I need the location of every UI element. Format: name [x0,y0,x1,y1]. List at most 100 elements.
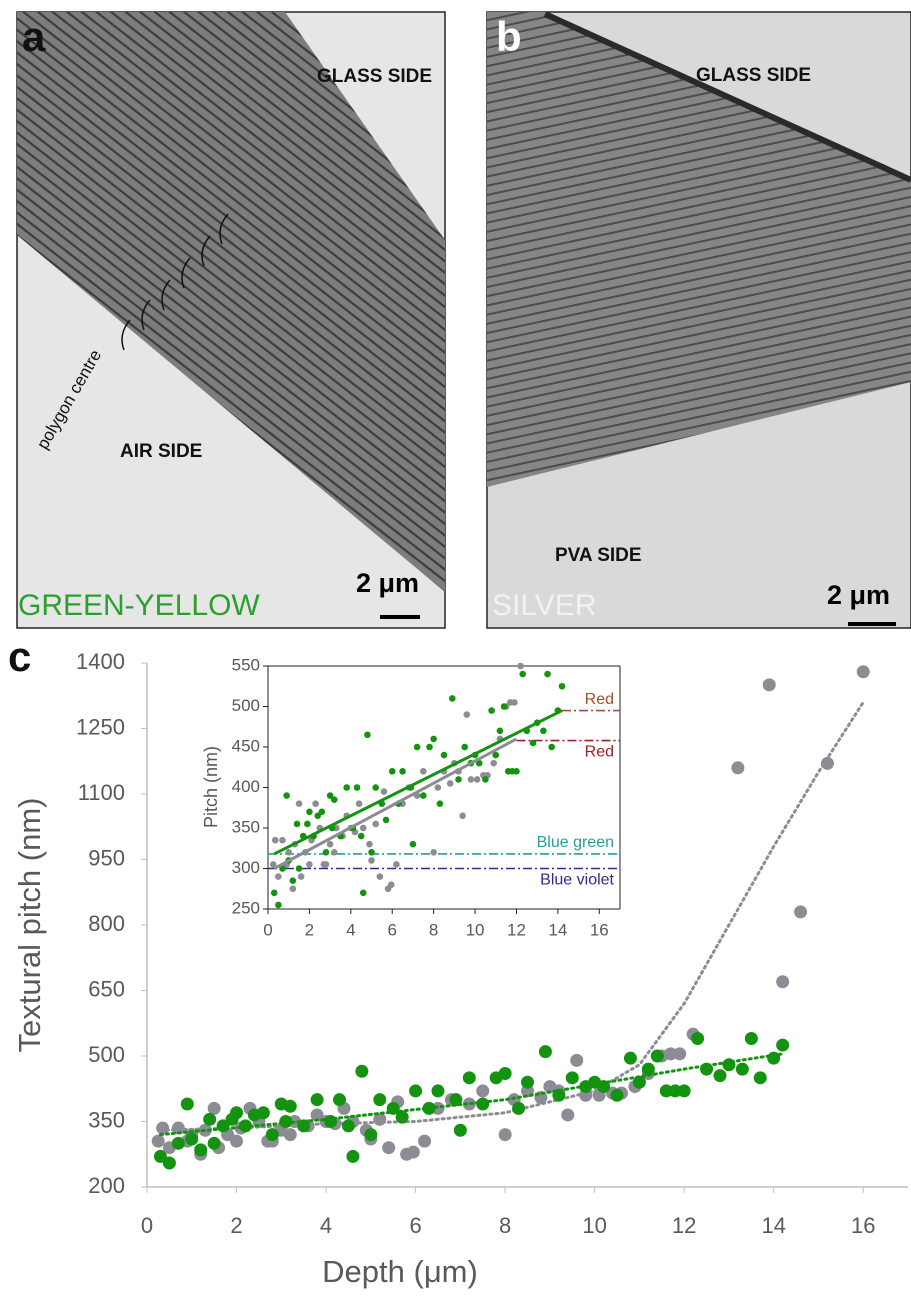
inset-point [326,840,334,848]
point [744,1032,758,1046]
inset-point [314,812,321,820]
y-axis-label: Textural pitch (nm) [12,798,47,1053]
point [332,1093,346,1107]
inset-point [461,743,469,751]
inset-x-tick-label: 14 [548,920,567,939]
point [431,1084,445,1098]
x-tick-label: 4 [320,1213,332,1238]
point [409,1084,423,1098]
point [418,1134,432,1148]
reference-label: Red [585,744,614,761]
inset-point [359,889,367,897]
point [449,1093,463,1107]
y-tick-label: 1400 [76,649,125,674]
inset-point [289,877,297,884]
micrograph-a: a GLASS SIDE AIR SIDE polygon centre 2 μ… [16,11,446,629]
inset-x-tick-label: 4 [346,920,355,939]
x-axis-label: Depth (μm) [322,1254,478,1289]
inset-point [353,784,361,791]
inset-x-tick-label: 12 [507,920,526,939]
point [153,1149,167,1163]
inset-point [419,768,427,775]
x-tick-label: 16 [851,1213,875,1238]
point [673,1047,687,1061]
y-tick-label: 650 [88,976,125,1001]
point [668,1084,682,1098]
x-tick-label: 12 [672,1213,696,1238]
inset-point [297,873,305,880]
point [346,1149,360,1163]
point [462,1071,476,1085]
inset-point [467,776,475,783]
inset-y-tick-label: 300 [232,858,260,877]
point [171,1136,185,1150]
point [279,1115,293,1128]
point [570,1053,584,1067]
inset-point [500,703,508,710]
inset-point [330,849,338,856]
inset-x-tick-label: 6 [388,920,397,939]
x-tick-label: 8 [499,1213,511,1238]
point [431,1101,445,1115]
inset-x-tick-label: 16 [590,920,609,939]
inset-point [376,873,384,880]
point [677,1084,691,1098]
x-tick-label: 0 [141,1213,153,1238]
y-tick-label: 1100 [78,780,125,805]
inset-point [430,735,437,743]
inset-point [558,682,566,690]
inset-point [399,768,406,775]
point [265,1128,279,1142]
point [650,1049,664,1063]
inset-point [482,776,489,783]
inset-point [271,836,279,844]
inset-point [295,865,303,872]
inset-y-tick-label: 250 [232,898,260,917]
inset-point [306,861,313,868]
inset-x-tick-label: 2 [305,920,314,939]
y-tick-label: 1250 [76,714,125,739]
inset-point [304,820,311,828]
inset-point [393,861,400,868]
sample-label: SILVER [492,589,597,622]
scale-label: 2 μm [356,568,419,598]
inset-point [430,849,437,856]
inset-fit-line [273,737,518,870]
point [762,678,776,692]
inset-point [455,776,462,783]
inset-point [434,784,442,791]
inset-y-tick-label: 450 [232,736,260,755]
reference-label: Blue green [537,834,614,851]
inset-point [368,857,375,864]
point [820,756,834,770]
inset-point [496,727,504,735]
inset-point [473,776,481,783]
region-label: GLASS SIDE [317,66,432,87]
inset-point [446,780,454,787]
inset-point [513,768,520,775]
inset-point [322,861,330,868]
point [794,905,808,919]
point [395,1110,409,1124]
inset-point [364,731,371,739]
inset-y-tick-label: 350 [232,817,260,836]
inset-point [322,849,330,856]
inset-point [440,751,448,759]
inset-point [519,670,526,678]
inset-point [387,881,395,888]
point [521,1075,534,1089]
point [180,1097,194,1111]
point [753,1071,767,1085]
region-label: GLASS SIDE [696,65,811,86]
x-tick-label: 6 [409,1213,421,1238]
point [373,1093,387,1107]
point [283,1128,297,1142]
point [476,1097,490,1111]
inset-point [448,695,456,702]
panel-letter: a [22,13,46,60]
y-tick-label: 200 [88,1173,125,1198]
point [207,1136,221,1150]
inset-point [306,808,313,816]
inset-point [330,796,338,803]
